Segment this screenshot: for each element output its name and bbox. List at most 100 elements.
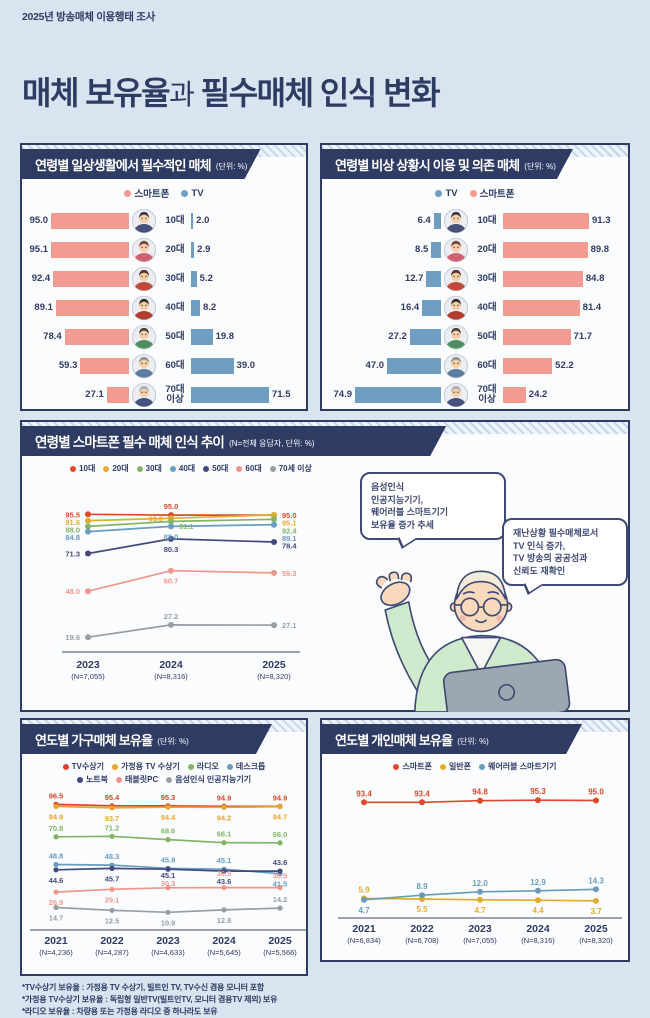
- svg-text:2021: 2021: [44, 935, 68, 947]
- svg-text:2025: 2025: [262, 659, 286, 671]
- bar-value: 2.0: [196, 215, 210, 226]
- bar-스마트폰: [503, 386, 526, 403]
- bar-value: 47.0: [365, 360, 385, 371]
- legend-row: 스마트폰 일반폰 웨어러블 스마트기기: [393, 761, 557, 772]
- svg-text:(N=6,708): (N=6,708): [405, 936, 439, 945]
- bar-right-zone: 2.9: [191, 241, 295, 258]
- bar-TV: [426, 270, 441, 287]
- bar-value: 39.0: [236, 360, 256, 371]
- svg-text:30.5: 30.5: [273, 872, 288, 881]
- legend-label: 40대: [178, 464, 196, 473]
- svg-text:14.3: 14.3: [588, 876, 604, 885]
- age-bar-chart-daily: 95.0 10대 2.0 95.1 20대 2.9 92.4 30: [22, 206, 306, 409]
- household-line-chart: 2021(N=4,236) 2022(N=4,287) 2023(N=4,633) 2…: [30, 791, 306, 957]
- legend-label: 10대: [79, 464, 96, 473]
- panel-daily-essential-media: 연령별 일상생활에서 필수적인 매체 (단위: %) 스마트폰 TV 95.0 1…: [20, 143, 308, 411]
- bar-value: 71.5: [272, 389, 291, 400]
- age-label: 10대: [165, 214, 185, 226]
- personal-line-chart: 2021(N=6,834) 2022(N=6,708) 2023(N=7,055) 2…: [338, 787, 622, 945]
- legend-dot-icon: [124, 189, 132, 197]
- bar-value: 81.4: [582, 302, 602, 313]
- svg-text:(N=8,316): (N=8,316): [521, 936, 555, 945]
- svg-text:92.4: 92.4: [282, 526, 297, 535]
- svg-text:60.7: 60.7: [164, 577, 179, 586]
- legend-item: 60대: [236, 463, 262, 474]
- svg-text:(N=8,320): (N=8,320): [257, 672, 291, 681]
- legend-dot-icon: [203, 465, 210, 472]
- bar-row: 16.4 40대 81.4: [325, 293, 625, 322]
- svg-text:93.0: 93.0: [148, 514, 163, 523]
- svg-text:27.1: 27.1: [282, 621, 297, 630]
- legend-item: 일반폰: [439, 761, 472, 772]
- legend-item: 라디오: [187, 761, 219, 772]
- svg-text:29.1: 29.1: [105, 895, 120, 904]
- legend-label: 50대: [212, 464, 229, 473]
- bar-스마트폰: [51, 241, 129, 258]
- svg-text:45.1: 45.1: [161, 871, 176, 880]
- bar-value: 24.2: [528, 389, 548, 400]
- svg-text:14.2: 14.2: [273, 895, 288, 904]
- bar-right-zone: 89.8: [503, 241, 619, 258]
- legend-label: 일반폰: [448, 762, 472, 771]
- bar-left-zone: 6.4: [325, 212, 441, 229]
- age-label: 60대: [477, 359, 497, 371]
- bar-left-zone: 74.9: [325, 386, 441, 403]
- svg-text:94.9: 94.9: [49, 812, 64, 821]
- bar-스마트폰: [80, 357, 129, 374]
- speech-bubble-devices: 음성인식 인공지능기기, 웨어러블 스마트기기 보유율 증가 추세: [360, 472, 506, 541]
- legend-label: TV수상기: [71, 762, 104, 771]
- avatar-age-30s-icon: [131, 266, 157, 292]
- age-label: 50대: [477, 330, 497, 342]
- avatar-age-20s-icon: [443, 237, 469, 263]
- svg-text:5.5: 5.5: [416, 905, 428, 914]
- bar-value: 52.2: [555, 360, 574, 371]
- svg-text:94.9: 94.9: [217, 793, 232, 802]
- age-label: 30대: [165, 272, 185, 284]
- legend-label: 데스크톱: [235, 762, 266, 771]
- bar-left-zone: 92.4: [25, 270, 129, 287]
- bar-row: 59.3 60대 39.0: [25, 351, 303, 380]
- svg-text:2025: 2025: [584, 923, 608, 935]
- legend-dot-icon: [116, 776, 123, 783]
- bar-TV: [422, 299, 441, 316]
- legend-item: 태블릿PC: [116, 774, 158, 785]
- legend-label: 스마트폰: [479, 189, 515, 200]
- svg-text:93.4: 93.4: [414, 789, 430, 798]
- svg-text:88.0: 88.0: [164, 532, 179, 541]
- svg-text:94.7: 94.7: [273, 813, 288, 822]
- bar-스마트폰: [503, 299, 580, 316]
- svg-text:93.7: 93.7: [105, 814, 120, 823]
- svg-text:2023: 2023: [156, 935, 180, 947]
- panel-title: 연도별 가구매체 보유율: [35, 732, 153, 748]
- svg-text:2024: 2024: [212, 935, 236, 947]
- trend-content: 10대 20대 30대 40대 50대 60대 70세 이상 2023 (N=7,055) 20…: [22, 456, 628, 712]
- bar-value: 8.5: [415, 244, 429, 255]
- legend-label: 음성인식 인공지능기기: [175, 775, 252, 784]
- svg-text:2022: 2022: [410, 923, 434, 935]
- legend-dot-icon: [103, 465, 110, 472]
- svg-text:43.6: 43.6: [217, 877, 232, 886]
- legend-item: TV수상기: [62, 761, 104, 772]
- person-illustration: [375, 570, 571, 712]
- panel-title: 연도별 개인매체 보유율: [335, 732, 453, 748]
- bar-TV: [191, 386, 269, 403]
- svg-text:12.9: 12.9: [530, 878, 546, 887]
- legend-label: 20대: [112, 464, 129, 473]
- bar-TV: [191, 241, 195, 258]
- legend-item: 10대: [70, 463, 95, 474]
- svg-text:4.7: 4.7: [474, 906, 486, 915]
- bar-right-zone: 24.2: [503, 386, 619, 403]
- panel-title: 연령별 스마트폰 필수 매체 인식 추이: [35, 435, 225, 450]
- age-label: 60대: [165, 359, 185, 371]
- bar-스마트폰: [53, 270, 129, 287]
- bar-value: 95.1: [29, 244, 49, 255]
- svg-text:(N=5,566): (N=5,566): [263, 948, 297, 957]
- title-connector: 과: [169, 79, 195, 110]
- legend-row: TV 스마트폰: [435, 186, 515, 200]
- svg-text:94.2: 94.2: [217, 813, 232, 822]
- svg-text:(N=7,055): (N=7,055): [71, 672, 105, 681]
- avatar-age-10s-icon: [443, 208, 469, 234]
- legend-item: 스마트폰: [393, 761, 432, 772]
- avatar-age-50s-icon: [131, 324, 157, 350]
- bar-value: 27.1: [85, 389, 104, 400]
